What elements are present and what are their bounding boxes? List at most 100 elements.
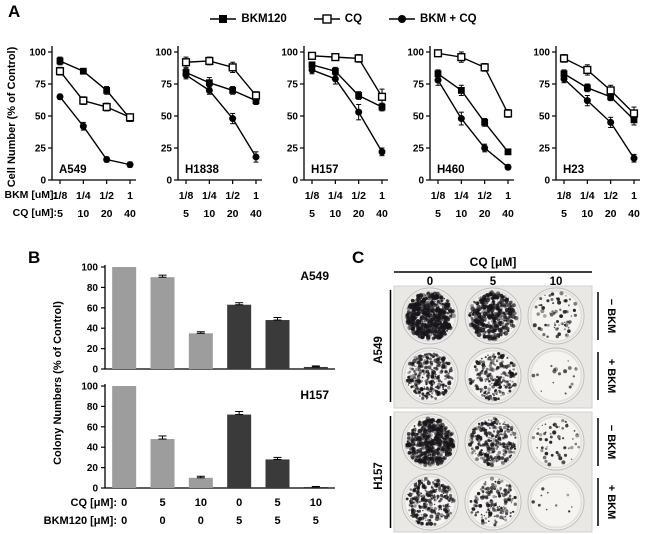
well-group-a549: A549 − BKM + BKM xyxy=(373,285,617,409)
svg-text:0: 0 xyxy=(418,176,424,187)
svg-text:0: 0 xyxy=(159,515,165,527)
legend-label-cq: CQ xyxy=(344,13,363,25)
line-chart-a549: 0 25 50 75 100 1/8 5 1/4 10 1/2 20 1 40 A549 xyxy=(29,46,136,220)
svg-text:40: 40 xyxy=(376,208,388,220)
svg-text:75: 75 xyxy=(161,80,173,91)
series-bkm-+-cq xyxy=(182,70,260,163)
colony-well xyxy=(527,287,585,345)
bar xyxy=(227,304,252,369)
bar xyxy=(303,366,328,369)
svg-text:75: 75 xyxy=(413,80,425,91)
svg-text:10: 10 xyxy=(550,276,563,288)
series-cq xyxy=(433,49,513,118)
bkm-row-label: + BKM xyxy=(605,359,617,394)
svg-text:50: 50 xyxy=(35,112,47,123)
series-bkm120 xyxy=(434,69,512,156)
axes xyxy=(51,46,136,181)
svg-text:25: 25 xyxy=(539,144,551,155)
svg-text:1/2: 1/2 xyxy=(225,190,240,202)
svg-text:1/4: 1/4 xyxy=(76,190,91,202)
svg-text:5: 5 xyxy=(57,208,63,220)
series-cq xyxy=(559,54,639,121)
series-bkm-+-cq xyxy=(434,74,512,171)
bar xyxy=(265,459,290,488)
svg-text:5: 5 xyxy=(183,208,189,220)
svg-text:1: 1 xyxy=(127,190,133,202)
colony-well xyxy=(401,347,459,405)
colony-well xyxy=(401,413,459,471)
bar xyxy=(265,320,290,369)
svg-text:10: 10 xyxy=(581,208,593,220)
svg-text:0: 0 xyxy=(427,276,433,288)
x-axis-label-rows: CQ [μM]: BKM120 [μM]: 0 0 5 0 10 0 0 5 5 5 10 5 xyxy=(44,497,322,527)
colony-well xyxy=(527,347,585,405)
svg-text:80: 80 xyxy=(87,283,99,294)
svg-text:1: 1 xyxy=(505,190,511,202)
svg-text:75: 75 xyxy=(539,80,551,91)
legend-item-cq: CQ xyxy=(313,13,362,25)
svg-text:1/8: 1/8 xyxy=(305,190,320,202)
svg-text:100: 100 xyxy=(81,263,98,274)
svg-text:50: 50 xyxy=(161,112,173,123)
svg-text:100: 100 xyxy=(281,48,298,59)
bar-chart-a549: 0 20 40 60 80 100 A549 xyxy=(81,263,335,376)
svg-text:75: 75 xyxy=(35,80,47,91)
svg-text:1/2: 1/2 xyxy=(351,190,366,202)
series-cq xyxy=(307,51,387,105)
panel-c-colony-assay: CQ [μM] 0 5 10 A549 − BKM + BKM H157 − BKM + BKM xyxy=(373,255,617,533)
cell-line-label: A549 xyxy=(59,164,87,176)
svg-text:20: 20 xyxy=(227,208,239,220)
y-tick-labels: 0 25 50 75 100 xyxy=(29,48,52,187)
svg-text:1: 1 xyxy=(379,190,385,202)
svg-text:40: 40 xyxy=(87,443,99,454)
svg-text:40: 40 xyxy=(87,324,99,335)
svg-text:5: 5 xyxy=(236,515,242,527)
legend-item-bkm-cq: BKM + CQ xyxy=(388,13,477,25)
svg-text:5: 5 xyxy=(435,208,441,220)
svg-text:40: 40 xyxy=(250,208,262,220)
svg-text:0: 0 xyxy=(292,176,298,187)
svg-text:5: 5 xyxy=(561,208,567,220)
colony-well xyxy=(464,347,522,405)
svg-text:0: 0 xyxy=(121,515,127,527)
series-cq xyxy=(55,66,135,122)
bar xyxy=(150,277,175,369)
well-group-h157: H157 − BKM + BKM xyxy=(373,411,617,533)
cell-line-label: A549 xyxy=(300,269,329,283)
y-tick-labels: 0 25 50 75 100 xyxy=(407,48,430,187)
bar xyxy=(112,267,137,369)
legend-item-bkm120: BKM120 xyxy=(209,13,287,25)
svg-text:80: 80 xyxy=(87,402,99,413)
svg-text:10: 10 xyxy=(203,208,215,220)
svg-text:1/4: 1/4 xyxy=(202,190,217,202)
cq-header: CQ [μM] 0 5 10 xyxy=(394,255,592,288)
svg-text:20: 20 xyxy=(479,208,491,220)
svg-text:5: 5 xyxy=(309,208,315,220)
line-chart-h1838: 0 25 50 75 100 1/8 5 1/4 10 1/2 20 1 40 H1838 xyxy=(155,46,262,220)
cell-line-label: H157 xyxy=(300,388,329,402)
svg-text:25: 25 xyxy=(413,144,425,155)
svg-text:BKM120 [μM]:: BKM120 [μM]: xyxy=(44,515,117,527)
svg-text:0: 0 xyxy=(236,497,242,509)
panel-c-label: C xyxy=(352,248,365,267)
svg-text:40: 40 xyxy=(502,208,514,220)
svg-text:20: 20 xyxy=(87,463,99,474)
svg-text:1: 1 xyxy=(631,190,637,202)
svg-text:5: 5 xyxy=(490,276,497,288)
svg-text:100: 100 xyxy=(29,48,46,59)
svg-text:50: 50 xyxy=(287,112,299,123)
svg-text:75: 75 xyxy=(287,80,299,91)
svg-text:5: 5 xyxy=(274,497,280,509)
svg-text:5: 5 xyxy=(274,515,280,527)
svg-text:1/2: 1/2 xyxy=(477,190,492,202)
colony-well xyxy=(401,473,459,531)
y-tick-labels: 0 25 50 75 100 xyxy=(533,48,556,187)
svg-text:50: 50 xyxy=(539,112,551,123)
x-tick-labels: 1/8 5 1/4 10 1/2 20 1 40 xyxy=(305,180,388,220)
svg-text:0: 0 xyxy=(40,176,46,187)
svg-text:10: 10 xyxy=(310,497,322,509)
svg-text:1/2: 1/2 xyxy=(603,190,618,202)
svg-text:10: 10 xyxy=(455,208,467,220)
svg-text:10: 10 xyxy=(329,208,341,220)
